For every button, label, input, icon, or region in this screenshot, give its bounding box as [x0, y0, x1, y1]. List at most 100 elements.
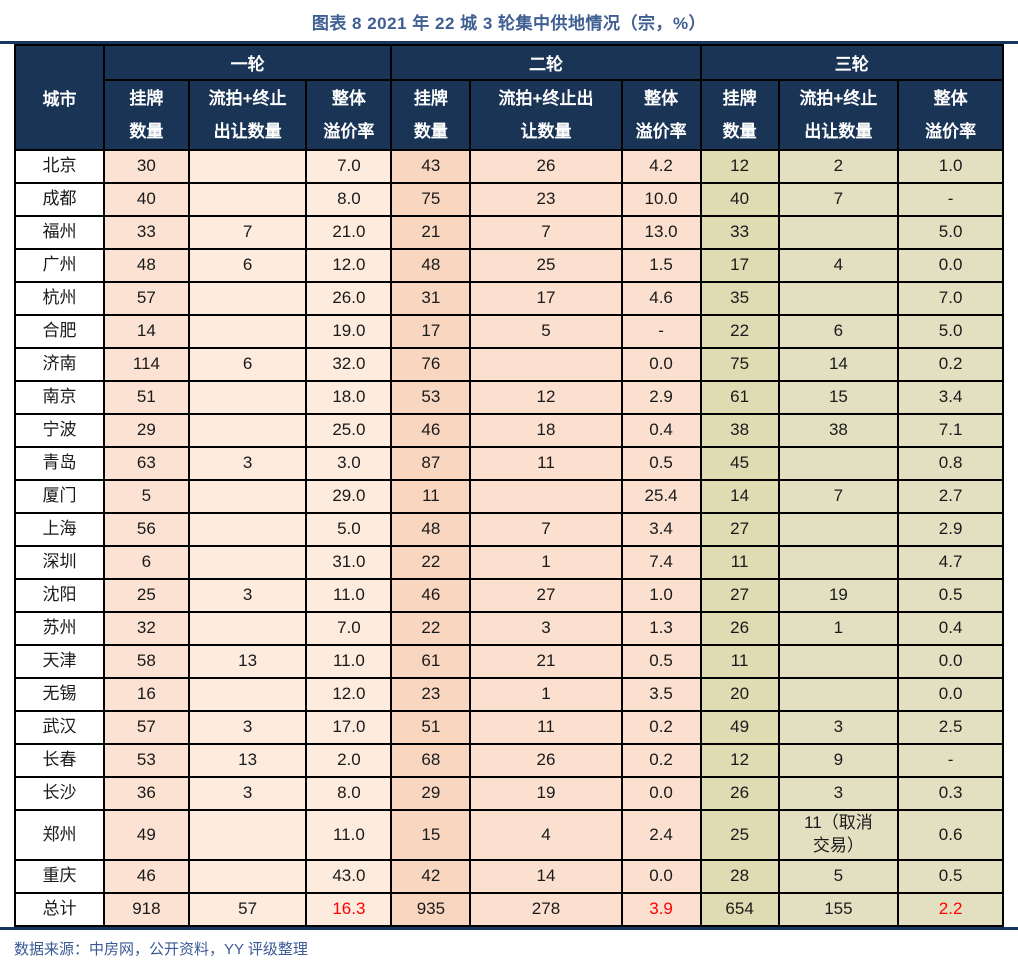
value-cell: 3.0 [305, 446, 393, 482]
value-cell: 21 [469, 644, 623, 680]
bottom-rule [0, 927, 1018, 931]
value-cell: 31.0 [305, 545, 393, 581]
value-cell: 32.0 [305, 347, 393, 383]
value-cell: 114 [102, 347, 190, 383]
value-cell: 5.0 [897, 215, 1004, 251]
table-row: 广州 48 6 12.0 48 25 1.5 17 4 0.0 [14, 248, 1004, 284]
value-cell: 7.0 [305, 149, 393, 185]
value-cell: 29 [102, 413, 190, 449]
value-cell: 6 [187, 248, 308, 284]
city-cell: 青岛 [14, 446, 105, 482]
value-cell: 3 [187, 446, 308, 482]
value-cell: 4.6 [620, 281, 702, 317]
value-cell: 0.2 [620, 710, 702, 746]
value-cell: 38 [699, 413, 780, 449]
value-cell: 14 [469, 859, 623, 895]
value-cell: 56 [102, 512, 190, 548]
value-cell: 12 [699, 149, 780, 185]
city-cell: 郑州 [14, 809, 105, 862]
value-cell: 18.0 [305, 380, 393, 416]
table-row: 成都 40 8.0 75 23 10.0 40 7- [14, 182, 1004, 218]
value-cell: 11 [390, 479, 472, 515]
value-cell: 11（取消 交易） [777, 809, 900, 862]
value-cell: 46 [390, 578, 472, 614]
value-cell: 3 [187, 710, 308, 746]
value-cell: 14 [102, 314, 190, 350]
value-cell: 0.6 [897, 809, 1004, 862]
value-cell: 4.7 [897, 545, 1004, 581]
value-cell [187, 413, 308, 449]
value-cell: 75 [699, 347, 780, 383]
value-cell: 53 [102, 743, 190, 779]
table-body: 北京 30 7.0 43 26 4.2 12 2 1.0 成都 40 8.0 75 23 10.0 40 7- 福… [14, 149, 1004, 928]
value-cell: 61 [699, 380, 780, 416]
value-cell [187, 182, 308, 218]
table-row: 武汉 57 3 17.0 51 11 0.2 49 3 2.5 [14, 710, 1004, 746]
value-cell: 53 [390, 380, 472, 416]
value-cell: 57 [102, 710, 190, 746]
value-cell: 6 [777, 314, 900, 350]
value-cell: 26.0 [305, 281, 393, 317]
value-cell: 7.0 [305, 611, 393, 647]
value-cell: 13 [187, 644, 308, 680]
value-cell: 0.2 [897, 347, 1004, 383]
value-cell: 11 [699, 644, 780, 680]
value-cell: 45 [699, 446, 780, 482]
value-cell: 13 [187, 743, 308, 779]
value-cell [187, 380, 308, 416]
value-cell: 3.4 [897, 380, 1004, 416]
value-cell: 11.0 [305, 578, 393, 614]
value-cell: 1.0 [620, 578, 702, 614]
city-cell: 无锡 [14, 677, 105, 713]
value-cell: 3.4 [620, 512, 702, 548]
value-cell: 5 [777, 859, 900, 895]
value-cell: - [897, 182, 1004, 218]
header-group-round2: 二轮 [390, 44, 702, 81]
value-cell: 935 [390, 892, 472, 928]
city-cell: 成都 [14, 182, 105, 218]
table-row: 青岛 63 3 3.0 87 11 0.5 45 0.8 [14, 446, 1004, 482]
value-cell: 9 [777, 743, 900, 779]
value-cell: 7.4 [620, 545, 702, 581]
value-cell: 2.7 [897, 479, 1004, 515]
value-cell: 30 [102, 149, 190, 185]
value-cell: 6 [102, 545, 190, 581]
table-row: 无锡 16 12.0 23 1 3.5 20 0.0 [14, 677, 1004, 713]
value-cell: 33 [102, 215, 190, 251]
value-cell: 0.0 [620, 859, 702, 895]
value-cell: 17.0 [305, 710, 393, 746]
value-cell: 19.0 [305, 314, 393, 350]
subheader-r3-col1: 挂牌 数量 [699, 78, 780, 152]
city-cell: 上海 [14, 512, 105, 548]
value-cell: 11.0 [305, 809, 393, 862]
value-cell: 48 [390, 512, 472, 548]
land-supply-table: 城市 一轮 二轮 三轮 挂牌 数量 流拍+终止 出让数量 整体 溢价率 挂牌 数量 流拍… [14, 43, 1005, 928]
value-cell: - [620, 314, 702, 350]
value-cell: 0.5 [897, 578, 1004, 614]
city-cell: 南京 [14, 380, 105, 416]
value-cell [187, 314, 308, 350]
value-cell: 3 [777, 776, 900, 812]
table-row: 深圳 6 31.0 22 1 7.4 11 4.7 [14, 545, 1004, 581]
value-cell [187, 281, 308, 317]
value-cell: 13.0 [620, 215, 702, 251]
value-cell [777, 446, 900, 482]
value-cell: - [897, 743, 1004, 779]
city-cell: 广州 [14, 248, 105, 284]
city-cell: 济南 [14, 347, 105, 383]
value-cell: 278 [469, 892, 623, 928]
value-cell: 7 [469, 512, 623, 548]
city-cell: 福州 [14, 215, 105, 251]
value-cell: 0.3 [897, 776, 1004, 812]
value-cell: 26 [699, 776, 780, 812]
value-cell: 32 [102, 611, 190, 647]
value-cell: 2.9 [620, 380, 702, 416]
value-cell: 27 [469, 578, 623, 614]
value-cell: 12 [699, 743, 780, 779]
value-cell: 918 [102, 892, 190, 928]
table-row: 天津 58 13 11.0 61 21 0.5 11 0.0 [14, 644, 1004, 680]
value-cell: 23 [469, 182, 623, 218]
value-cell: 48 [390, 248, 472, 284]
value-cell: 16 [102, 677, 190, 713]
table-row: 苏州 32 7.0 22 3 1.3 26 1 0.4 [14, 611, 1004, 647]
